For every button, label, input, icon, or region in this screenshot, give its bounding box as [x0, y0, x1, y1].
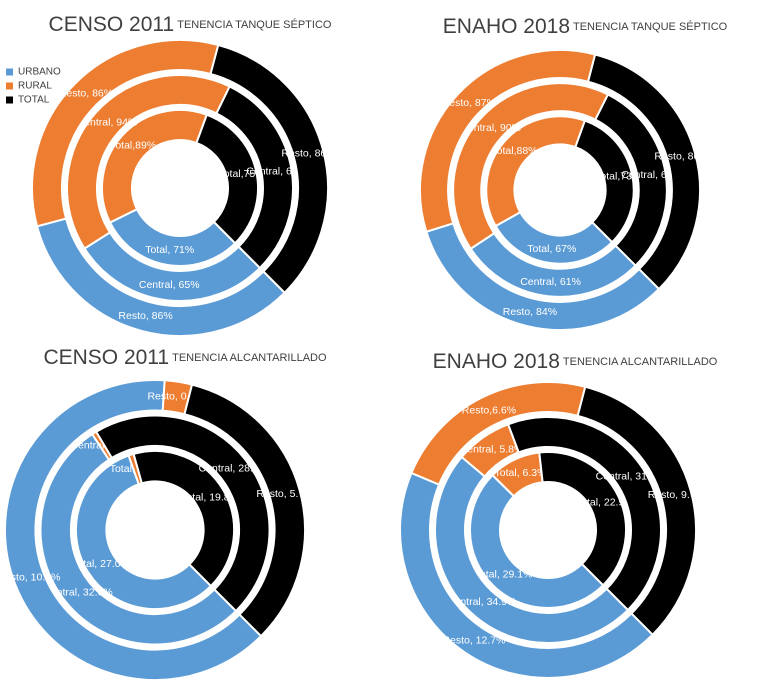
- ring-segment: [94, 414, 271, 613]
- title-main: ENAHO 2018: [443, 15, 570, 38]
- data-label: Resto, 12.7%: [442, 634, 505, 646]
- data-label: Resto, 9.7%: [648, 489, 705, 501]
- ring-segment: [399, 471, 655, 679]
- ring-segment: [485, 115, 587, 228]
- ring-segment: [574, 119, 635, 244]
- data-label: Total,88%: [491, 145, 537, 157]
- data-label: Central, 5.8%: [460, 444, 524, 456]
- title-main: ENAHO 2018: [433, 350, 560, 373]
- data-label: Central, 94%: [77, 116, 138, 128]
- ring-segment: [506, 416, 662, 612]
- ring-segment: [209, 43, 329, 295]
- data-label: Total,73%: [595, 171, 641, 183]
- chart-title: CENSO 2011 TENENCIA TANQUE SÉPTICO: [49, 13, 332, 36]
- ring-segment: [4, 379, 263, 681]
- data-label: Resto, 86%: [654, 151, 708, 163]
- data-label: Central, 65%: [621, 169, 682, 181]
- ring-segment: [452, 82, 610, 251]
- chart-title: ENAHO 2018 TENENCIA ALCANTARILLADO: [433, 350, 718, 373]
- data-label: Total,89%: [110, 140, 156, 152]
- ring-segment: [183, 383, 306, 638]
- data-label: Resto, 87%: [442, 97, 496, 109]
- data-label: Resto, 86%: [59, 88, 113, 100]
- data-label: Central, 61%: [520, 276, 581, 288]
- ring-segment: [215, 85, 294, 270]
- data-label: Total, 19.8%: [181, 492, 239, 504]
- ring-segment: [39, 432, 238, 646]
- data-label: Total, 29.1%: [475, 568, 533, 580]
- ring-segment: [132, 449, 236, 588]
- legend-label: URBANO: [18, 67, 61, 78]
- data-label: Resto, 10.8%: [0, 571, 60, 583]
- data-label: Central, 65%: [139, 279, 200, 291]
- data-label: Resto, 86%: [281, 147, 335, 159]
- legend-swatch: [6, 82, 13, 90]
- donut-chart: CENSO 2011 TENENCIA TANQUE SÉPTICO Total, …: [6, 13, 336, 337]
- legend-swatch: [6, 68, 13, 76]
- ring-segment: [576, 385, 697, 637]
- ring-segment: [469, 473, 605, 609]
- title-main: CENSO 2011: [43, 346, 169, 369]
- ring-segment: [74, 454, 213, 610]
- ring-segment: [101, 109, 209, 224]
- donut-chart: ENAHO 2018 TENENCIA TANQUE SÉPTICO Total, …: [419, 15, 728, 331]
- data-label: Central, 34.9%: [447, 596, 516, 608]
- data-label: Central, 28.2%: [199, 463, 268, 475]
- ring-segment: [195, 113, 259, 245]
- legend-swatch: [6, 96, 13, 104]
- title-sub: TENENCIA ALCANTARILLADO: [563, 356, 718, 368]
- title-sub: TENENCIA TANQUE SÉPTICO: [573, 20, 728, 33]
- ring-segment: [494, 210, 614, 265]
- data-label: Total, 6.3%: [495, 467, 547, 479]
- legend-label: RURAL: [18, 81, 52, 92]
- data-label: Central, 32.6%: [43, 586, 112, 598]
- data-label: Resto,6.6%: [462, 405, 516, 417]
- data-label: Total, 22.9%: [576, 496, 634, 508]
- data-label: Central, 90%: [460, 122, 521, 134]
- data-label: Resto, 84%: [503, 306, 557, 318]
- legend-label: TOTAL: [18, 95, 50, 106]
- ring-segment: [586, 53, 701, 291]
- data-label: Central, 31.0%: [596, 471, 665, 483]
- data-label: Central, 69%: [246, 166, 307, 178]
- title-sub: TENENCIA TANQUE SÉPTICO: [177, 18, 332, 31]
- chart-title: ENAHO 2018 TENENCIA TANQUE SÉPTICO: [443, 15, 728, 38]
- ring-segment: [434, 455, 630, 644]
- ring-segment: [66, 74, 231, 250]
- chart-title: CENSO 2011 TENENCIA ALCANTARILLADO: [43, 346, 327, 369]
- title-sub: TENENCIA ALCANTARILLADO: [172, 352, 327, 364]
- data-label: Total, 27.0%: [72, 558, 130, 570]
- data-label: Total,75%: [218, 168, 264, 180]
- title-main: CENSO 2011: [49, 13, 175, 36]
- data-label: Total, 67%: [527, 243, 576, 255]
- data-label: Total, 71%: [145, 244, 194, 256]
- ring-segment: [593, 93, 668, 267]
- data-label: Resto, 86%: [118, 310, 172, 322]
- donut-chart: CENSO 2011 TENENCIA ALCANTARILLADO Total, …: [0, 346, 327, 681]
- ring-segment: [538, 451, 627, 587]
- data-label: Resto, 5.7%: [256, 488, 313, 500]
- ring-segment: [108, 207, 237, 267]
- donut-chart: ENAHO 2018 TENENCIA ALCANTARILLADO Total, …: [399, 350, 718, 679]
